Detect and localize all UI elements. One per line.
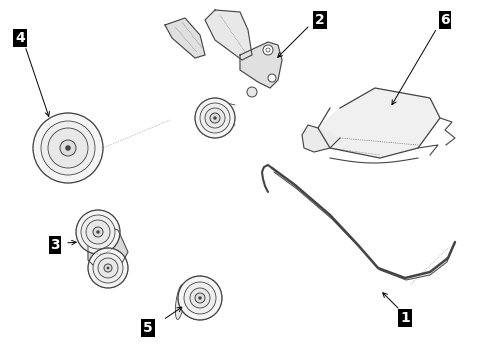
Polygon shape — [302, 125, 340, 152]
Circle shape — [88, 248, 128, 288]
Circle shape — [247, 87, 257, 97]
Polygon shape — [205, 10, 252, 60]
Circle shape — [33, 113, 103, 183]
Circle shape — [60, 140, 76, 156]
Polygon shape — [272, 168, 297, 189]
Circle shape — [198, 296, 202, 300]
Circle shape — [86, 220, 110, 244]
Circle shape — [213, 116, 217, 120]
Circle shape — [76, 210, 120, 254]
Circle shape — [107, 267, 109, 269]
Polygon shape — [430, 258, 448, 275]
Polygon shape — [318, 88, 440, 158]
Circle shape — [93, 227, 103, 237]
Polygon shape — [165, 18, 205, 58]
Text: 2: 2 — [315, 13, 325, 27]
Polygon shape — [358, 245, 380, 270]
Ellipse shape — [175, 284, 185, 319]
Circle shape — [98, 258, 118, 278]
Circle shape — [268, 74, 276, 82]
Circle shape — [184, 282, 216, 314]
Text: 1: 1 — [400, 311, 410, 325]
Circle shape — [205, 108, 225, 128]
Text: 6: 6 — [440, 13, 450, 27]
Circle shape — [104, 264, 112, 272]
Circle shape — [195, 293, 205, 303]
Polygon shape — [378, 268, 380, 270]
Circle shape — [195, 98, 235, 138]
Circle shape — [263, 45, 273, 55]
Circle shape — [200, 103, 230, 133]
Circle shape — [48, 128, 88, 168]
Text: 4: 4 — [15, 31, 25, 45]
Circle shape — [81, 215, 115, 249]
Circle shape — [178, 276, 222, 320]
Circle shape — [190, 288, 210, 308]
Text: 5: 5 — [143, 321, 153, 335]
Circle shape — [65, 145, 71, 151]
Polygon shape — [88, 222, 128, 272]
Text: 3: 3 — [50, 238, 60, 252]
Circle shape — [96, 230, 100, 234]
Circle shape — [210, 113, 220, 123]
Polygon shape — [447, 242, 455, 262]
Circle shape — [93, 253, 123, 283]
Polygon shape — [405, 272, 430, 280]
Polygon shape — [240, 42, 282, 88]
Circle shape — [41, 121, 95, 175]
Polygon shape — [330, 215, 360, 248]
Polygon shape — [378, 268, 406, 280]
Polygon shape — [295, 185, 332, 219]
